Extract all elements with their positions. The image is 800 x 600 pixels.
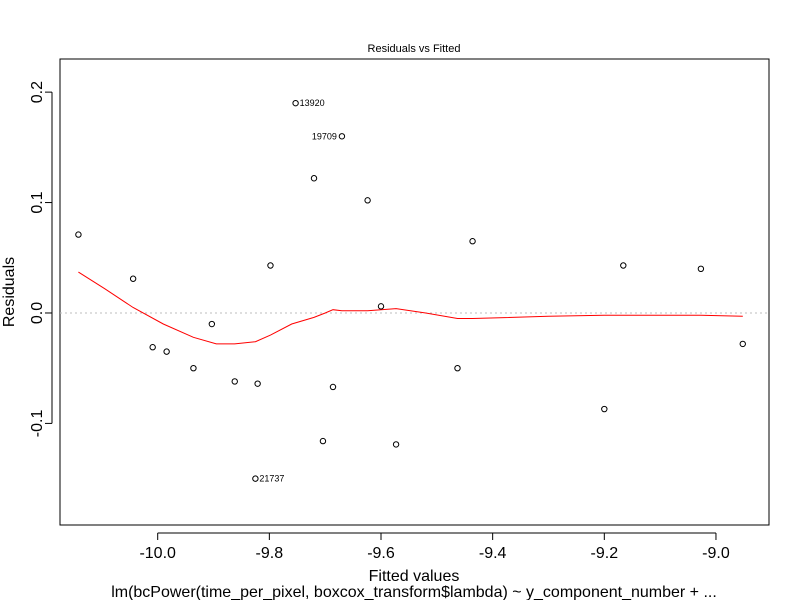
data-points (75, 99, 746, 482)
x-tick-label: -9.4 (479, 545, 507, 562)
data-point (392, 441, 400, 448)
x-tick-label: -10.0 (139, 545, 176, 562)
y-tick-label: 0.2 (29, 81, 46, 103)
smoother-line (78, 271, 743, 345)
data-point (231, 378, 238, 385)
data-point (329, 383, 337, 391)
data-point (338, 133, 346, 140)
caption: lm(bcPower(time_per_pixel, boxcox_transf… (111, 584, 717, 600)
data-point (601, 405, 608, 413)
point-labels: 13920 19709 21737 (259, 98, 337, 483)
x-tick-label: -9.2 (591, 545, 619, 562)
x-tick-label: -9.0 (702, 545, 730, 562)
y-axis-label: Residuals (1, 257, 18, 327)
data-point (310, 175, 318, 182)
data-point (149, 344, 156, 351)
data-point (75, 231, 82, 238)
data-point (163, 348, 170, 355)
data-point (469, 238, 476, 245)
x-tick-label: -9.6 (367, 545, 395, 562)
data-point (364, 197, 371, 204)
point-label: 19709 (312, 131, 337, 141)
x-axis-label: Fitted values (369, 568, 460, 585)
y-tick-label: 0.0 (29, 302, 46, 324)
plot-frame (59, 58, 770, 526)
data-point (697, 265, 705, 273)
data-point (208, 320, 216, 328)
x-axis: -10.0 -9.8 -9.6 -9.4 -9.2 -9.0 (139, 532, 730, 562)
data-point (319, 437, 327, 445)
data-point (620, 262, 627, 269)
data-point (190, 364, 197, 372)
data-point (129, 275, 137, 282)
data-point (739, 340, 746, 348)
data-point (254, 380, 261, 387)
point-label: 21737 (259, 474, 284, 484)
data-point (267, 262, 274, 269)
point-label: 13920 (300, 98, 325, 108)
chart-title: Residuals vs Fitted (368, 43, 461, 55)
y-tick-label: 0.1 (29, 191, 46, 213)
data-point (377, 303, 385, 310)
y-axis: -0.1 0.0 0.1 0.2 (29, 81, 53, 438)
data-point (252, 475, 259, 482)
x-tick-label: -9.8 (256, 545, 284, 562)
data-point (454, 364, 461, 372)
y-tick-label: -0.1 (29, 410, 46, 438)
data-point (292, 99, 299, 107)
